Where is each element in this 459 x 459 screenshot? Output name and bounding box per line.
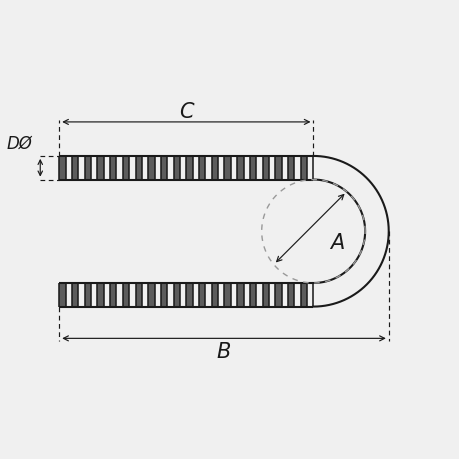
Bar — [211, 157, 218, 180]
Bar — [110, 157, 116, 180]
Bar — [287, 283, 294, 307]
Bar — [148, 157, 154, 180]
Bar — [161, 157, 167, 180]
Bar — [84, 157, 91, 180]
Bar — [237, 157, 243, 180]
Bar — [174, 283, 179, 307]
Bar — [287, 157, 294, 180]
Bar — [262, 157, 269, 180]
Bar — [97, 157, 104, 180]
Bar — [186, 157, 192, 180]
Bar — [300, 157, 307, 180]
Bar — [211, 283, 218, 307]
Bar — [135, 157, 141, 180]
Bar — [224, 157, 230, 180]
Bar — [123, 157, 129, 180]
Text: A: A — [330, 232, 344, 252]
Bar — [72, 157, 78, 180]
Bar — [300, 283, 307, 307]
Bar — [123, 283, 129, 307]
Bar — [262, 283, 269, 307]
Bar — [59, 283, 66, 307]
Bar — [84, 283, 91, 307]
Bar — [199, 157, 205, 180]
Bar — [110, 283, 116, 307]
Bar — [237, 283, 243, 307]
Bar — [199, 283, 205, 307]
Bar — [72, 283, 78, 307]
Bar — [148, 283, 154, 307]
Bar — [97, 283, 104, 307]
Text: C: C — [179, 101, 193, 121]
Bar — [186, 283, 192, 307]
Bar — [161, 283, 167, 307]
Bar — [174, 157, 179, 180]
Bar — [59, 157, 66, 180]
Text: DØ: DØ — [6, 134, 32, 152]
Bar — [249, 157, 256, 180]
Bar — [274, 157, 281, 180]
Bar — [249, 283, 256, 307]
Bar — [274, 283, 281, 307]
Bar — [224, 283, 230, 307]
Text: B: B — [216, 341, 231, 361]
Bar — [135, 283, 141, 307]
